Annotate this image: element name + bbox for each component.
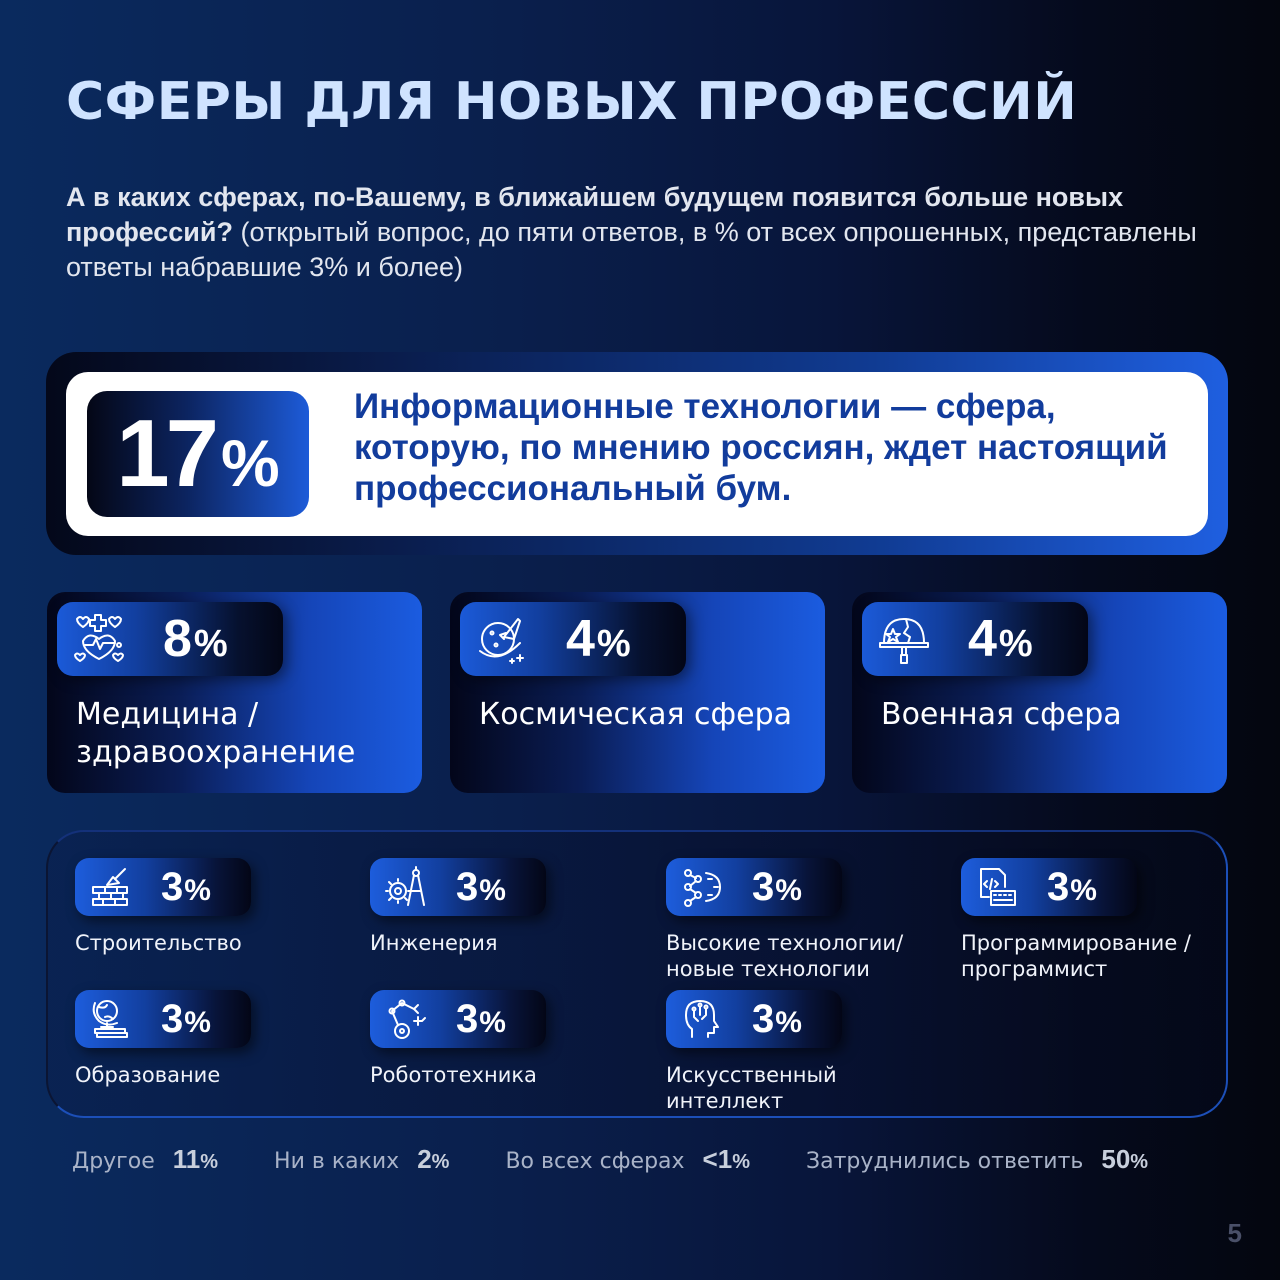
stat-none: Ни в каких 2% bbox=[274, 1144, 450, 1174]
category-label: Искусственный интеллект bbox=[666, 1063, 837, 1113]
percent-pill: 3% bbox=[666, 990, 842, 1048]
percent-pill: 3% bbox=[666, 858, 842, 916]
other-answers-row: Другое 11% Ни в каких 2% Во всех сферах … bbox=[72, 1144, 1204, 1175]
category-engineering: 3% Инженерия bbox=[370, 858, 650, 956]
percent-value: 3% bbox=[752, 996, 802, 1041]
category-construction: 3% Строительство bbox=[75, 858, 355, 956]
question-note: (открытый вопрос, до пяти ответов, в % о… bbox=[66, 217, 1197, 282]
hero-value: 17 bbox=[116, 400, 219, 507]
percent-pill: 3% bbox=[961, 858, 1137, 916]
percent-value: 3% bbox=[456, 864, 506, 909]
space-rocket-planet-icon bbox=[474, 611, 530, 667]
category-card-space: 4% Космическая сфера bbox=[450, 592, 825, 793]
hero-percent-badge: 17 % bbox=[87, 391, 309, 517]
education-globe-books-icon bbox=[89, 997, 133, 1041]
category-label: Робототехника bbox=[370, 1063, 537, 1087]
category-label: Медицина / здравоохранение bbox=[76, 697, 356, 770]
robotics-arm-icon bbox=[384, 997, 428, 1041]
programming-code-keyboard-icon bbox=[975, 865, 1019, 909]
page-title: СФЕРЫ ДЛЯ НОВЫХ ПРОФЕССИЙ bbox=[66, 72, 1078, 132]
category-ai: 3% Искусственный интеллект bbox=[666, 990, 946, 1114]
ai-head-circuit-icon bbox=[680, 997, 724, 1041]
category-label: Инженерия bbox=[370, 931, 498, 955]
engineering-compass-gear-icon bbox=[384, 865, 428, 909]
survey-question: А в каких сферах, по-Вашему, в ближайшем… bbox=[66, 180, 1236, 285]
category-label: Космическая сфера bbox=[479, 697, 793, 732]
question-text: А в каких сферах, по-Вашему, в ближайшем… bbox=[66, 182, 1124, 247]
high-tech-molecule-gear-icon bbox=[680, 865, 724, 909]
percent-value: 3% bbox=[1047, 864, 1097, 909]
percent-value: 3% bbox=[161, 996, 211, 1041]
percent-pill: 3% bbox=[370, 858, 546, 916]
category-programming: 3% Программирование / программист bbox=[961, 858, 1241, 982]
category-label: Высокие технологии/ новые технологии bbox=[666, 931, 904, 981]
page-number: 5 bbox=[1227, 1218, 1242, 1248]
percent-value: 3% bbox=[456, 996, 506, 1041]
percent-value: 3% bbox=[161, 864, 211, 909]
percent-pill: 8% bbox=[57, 602, 283, 676]
percent-value: 3% bbox=[752, 864, 802, 909]
category-education: 3% Образование bbox=[75, 990, 355, 1088]
military-helmet-icon bbox=[876, 611, 932, 667]
stat-all-spheres: Во всех сферах <1% bbox=[505, 1144, 750, 1174]
percent-pill: 4% bbox=[862, 602, 1088, 676]
stat-hard-to-answer: Затруднились ответить 50% bbox=[805, 1144, 1149, 1174]
percent-pill: 3% bbox=[75, 990, 251, 1048]
percent-value: 4% bbox=[566, 610, 631, 668]
percent-pill: 3% bbox=[370, 990, 546, 1048]
hero-statement: Информационные технологии — сфера, котор… bbox=[354, 387, 1168, 508]
category-card-military: 4% Военная сфера bbox=[852, 592, 1227, 793]
category-label: Программирование / программист bbox=[961, 931, 1192, 981]
category-high-tech: 3% Высокие технологии/ новые технологии bbox=[666, 858, 946, 982]
hero-unit: % bbox=[221, 426, 280, 500]
percent-pill: 3% bbox=[75, 858, 251, 916]
category-label: Образование bbox=[75, 1063, 221, 1087]
medicine-hearts-icon bbox=[71, 611, 127, 667]
category-robotics: 3% Робототехника bbox=[370, 990, 650, 1088]
percent-value: 8% bbox=[163, 610, 228, 668]
construction-bricks-icon bbox=[89, 865, 133, 909]
category-label: Военная сфера bbox=[881, 697, 1122, 732]
percent-pill: 4% bbox=[460, 602, 686, 676]
category-card-medicine: 8% Медицина / здравоохранение bbox=[47, 592, 422, 793]
category-label: Строительство bbox=[75, 931, 242, 955]
percent-value: 4% bbox=[968, 610, 1033, 668]
stat-other: Другое 11% bbox=[72, 1144, 219, 1174]
